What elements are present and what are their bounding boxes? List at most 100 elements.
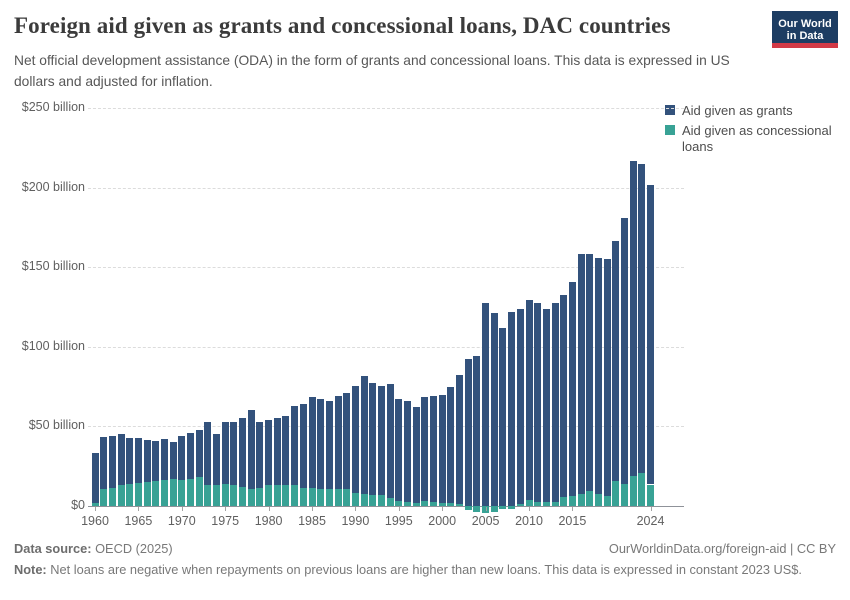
bar-grants-1992[interactable] [369, 383, 377, 495]
bar-grants-1961[interactable] [100, 436, 108, 490]
bar-loans-1999[interactable] [430, 502, 438, 506]
bar-loans-2022[interactable] [629, 475, 637, 506]
bar-grants-1976[interactable] [230, 422, 238, 486]
bar-loans-1967[interactable] [152, 481, 160, 506]
bar-loans-1966[interactable] [143, 482, 151, 506]
bar-loans-1976[interactable] [230, 485, 238, 506]
bar-grants-2020[interactable] [612, 240, 620, 481]
bar-loans-1980[interactable] [265, 484, 273, 506]
bar-grants-2015[interactable] [568, 281, 576, 496]
bar-grants-2016[interactable] [577, 253, 585, 495]
bar-loans-1998[interactable] [421, 501, 429, 506]
bar-grants-1993[interactable] [377, 385, 385, 495]
bar-loans-1986[interactable] [317, 489, 325, 506]
bar-grants-1967[interactable] [152, 440, 160, 482]
bar-loans-1985[interactable] [308, 487, 316, 506]
bar-grants-2004[interactable] [473, 355, 481, 506]
bar-grants-1981[interactable] [273, 417, 281, 486]
bar-grants-1983[interactable] [291, 405, 299, 486]
bar-loans-2006[interactable] [490, 506, 498, 513]
bar-loans-2012[interactable] [542, 502, 550, 506]
bar-loans-2023[interactable] [638, 473, 646, 506]
bar-grants-1968[interactable] [160, 439, 168, 480]
bar-loans-1977[interactable] [239, 486, 247, 506]
bar-loans-2000[interactable] [438, 502, 446, 506]
bar-loans-1968[interactable] [160, 479, 168, 506]
bar-loans-1974[interactable] [213, 484, 221, 506]
bar-loans-2008[interactable] [508, 506, 516, 510]
bar-loans-2013[interactable] [551, 502, 559, 506]
bar-loans-2009[interactable] [516, 503, 524, 506]
bar-grants-2002[interactable] [456, 374, 464, 504]
bar-grants-1986[interactable] [317, 399, 325, 490]
bar-loans-2011[interactable] [534, 502, 542, 506]
bar-grants-2018[interactable] [594, 258, 602, 495]
bar-grants-1971[interactable] [186, 432, 194, 479]
bar-grants-2011[interactable] [534, 303, 542, 503]
bar-grants-2021[interactable] [620, 217, 628, 484]
bar-loans-1972[interactable] [195, 477, 203, 506]
bar-grants-2009[interactable] [516, 309, 524, 504]
bar-loans-2007[interactable] [499, 506, 507, 510]
bar-grants-2017[interactable] [586, 253, 594, 491]
bar-loans-1991[interactable] [360, 494, 368, 506]
bar-grants-1984[interactable] [299, 404, 307, 488]
bar-grants-2022[interactable] [629, 161, 637, 476]
bar-loans-2020[interactable] [612, 480, 620, 506]
bar-grants-1998[interactable] [421, 396, 429, 502]
bar-grants-2024[interactable] [647, 185, 655, 485]
bar-loans-2004[interactable] [473, 506, 481, 512]
bar-loans-1960[interactable] [91, 502, 99, 506]
bar-grants-2003[interactable] [464, 358, 472, 506]
bar-grants-2007[interactable] [499, 327, 507, 506]
bar-loans-1983[interactable] [291, 485, 299, 506]
bar-grants-1974[interactable] [213, 434, 221, 485]
bar-grants-1965[interactable] [134, 438, 142, 483]
bar-loans-1984[interactable] [299, 487, 307, 506]
bar-loans-1990[interactable] [351, 493, 359, 506]
bar-loans-1965[interactable] [134, 482, 142, 506]
bar-grants-1988[interactable] [334, 396, 342, 490]
bar-loans-1969[interactable] [169, 478, 177, 506]
bar-grants-1979[interactable] [256, 422, 264, 489]
bar-grants-2013[interactable] [551, 303, 559, 503]
bar-grants-2005[interactable] [482, 303, 490, 506]
bar-grants-2014[interactable] [560, 295, 568, 498]
bar-loans-2021[interactable] [620, 483, 628, 506]
bar-grants-2000[interactable] [438, 394, 446, 503]
bar-grants-1964[interactable] [126, 437, 134, 484]
bar-grants-2019[interactable] [603, 259, 611, 496]
bar-loans-1988[interactable] [334, 489, 342, 506]
legend-item-grants[interactable]: Aid given as grants [665, 103, 843, 119]
bar-loans-1964[interactable] [126, 483, 134, 506]
bar-loans-2024[interactable] [647, 484, 655, 506]
bar-loans-2015[interactable] [568, 495, 576, 506]
bar-grants-1969[interactable] [169, 442, 177, 479]
owid-logo[interactable]: Our World in Data [772, 11, 838, 48]
bar-grants-2023[interactable] [638, 163, 646, 474]
bar-loans-2016[interactable] [577, 494, 585, 506]
bar-loans-1970[interactable] [178, 479, 186, 506]
bar-grants-1990[interactable] [351, 385, 359, 494]
bar-grants-1970[interactable] [178, 435, 186, 480]
bar-loans-2019[interactable] [603, 495, 611, 506]
bar-grants-1996[interactable] [403, 400, 411, 502]
bar-loans-1993[interactable] [377, 494, 385, 506]
bar-grants-1999[interactable] [430, 396, 438, 502]
bar-grants-1987[interactable] [325, 400, 333, 490]
bar-loans-1994[interactable] [386, 498, 394, 506]
bar-loans-1989[interactable] [343, 489, 351, 506]
bar-loans-1978[interactable] [247, 489, 255, 506]
bar-grants-1962[interactable] [108, 435, 116, 489]
bar-loans-1992[interactable] [369, 494, 377, 506]
bar-loans-1962[interactable] [108, 488, 116, 506]
bar-loans-1982[interactable] [282, 484, 290, 506]
legend-item-loans[interactable]: Aid given as concessional loans [665, 123, 843, 155]
bar-loans-2017[interactable] [586, 490, 594, 506]
bar-grants-1980[interactable] [265, 420, 273, 485]
bar-grants-1994[interactable] [386, 384, 394, 499]
footer-link[interactable]: OurWorldinData.org/foreign-aid | CC BY [608, 541, 836, 556]
bar-grants-1991[interactable] [360, 376, 368, 495]
bar-loans-1961[interactable] [100, 489, 108, 506]
bar-loans-2014[interactable] [560, 497, 568, 506]
